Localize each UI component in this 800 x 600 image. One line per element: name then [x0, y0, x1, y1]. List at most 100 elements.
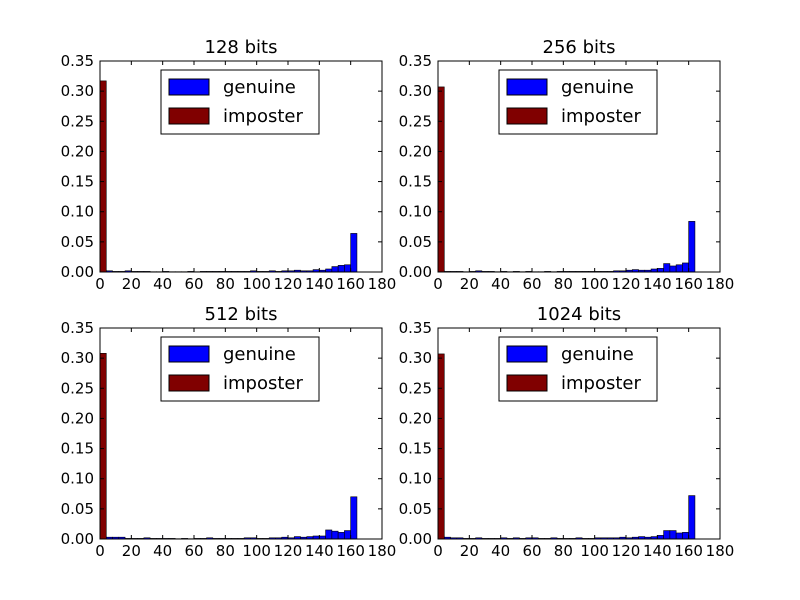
- y-tick-label: 0.00: [61, 530, 94, 548]
- x-tick-label: 40: [491, 542, 510, 560]
- axes-frame: [99, 327, 383, 540]
- series-genuine: [99, 496, 358, 540]
- x-tick-label: 180: [706, 275, 735, 293]
- bar-genuine: [331, 266, 339, 273]
- bar-imposter: [99, 80, 107, 273]
- y-tick-label: 0.15: [399, 173, 432, 191]
- x-tick-label: 180: [368, 542, 397, 560]
- y-tick-label: 0.10: [399, 203, 432, 221]
- y-tick-label: 0.30: [399, 82, 432, 100]
- x-tick-label: 40: [153, 275, 172, 293]
- subplot-4: 0 20 40 60 80 100 120 140 160 180 0.00 0.05 0.10 0.15…: [399, 304, 735, 560]
- x-tick-label: 80: [554, 542, 573, 560]
- subplot-title: 128 bits: [205, 37, 278, 58]
- legend-swatch-imposter: [506, 107, 548, 125]
- bar-genuine: [331, 530, 339, 540]
- x-tick-label: 140: [643, 275, 672, 293]
- bar-genuine: [350, 233, 358, 273]
- x-tick-label: 40: [491, 275, 510, 293]
- y-tick-label: 0.35: [61, 52, 94, 70]
- legend-label-imposter: imposter: [561, 373, 641, 394]
- x-tick-label: 160: [674, 542, 703, 560]
- x-tick-label: 160: [674, 275, 703, 293]
- bar-imposter: [437, 353, 445, 540]
- x-tick-label: 80: [554, 275, 573, 293]
- bar-genuine: [682, 532, 689, 540]
- y-tick-label: 0.30: [61, 82, 94, 100]
- y-tick-label: 0.25: [61, 379, 94, 397]
- x-tick-label: 100: [580, 275, 609, 293]
- bar-genuine: [682, 262, 689, 273]
- legend-swatch-imposter: [506, 374, 548, 392]
- x-tick-label: 180: [706, 542, 735, 560]
- legend-swatch-genuine: [168, 345, 210, 363]
- series-imposter: [99, 353, 107, 540]
- x-tick-label: 180: [368, 275, 397, 293]
- x-tick-label: 60: [522, 275, 541, 293]
- bar-genuine: [337, 265, 345, 273]
- bar-genuine: [350, 496, 358, 540]
- x-tick-label: 160: [336, 542, 365, 560]
- x-tick-label: 60: [522, 542, 541, 560]
- bar-genuine: [669, 530, 677, 540]
- y-tick-label: 0.30: [399, 349, 432, 367]
- x-tick-label: 20: [122, 542, 141, 560]
- y-tick-label: 0.20: [399, 409, 432, 427]
- subplot-3: 0 20 40 60 80 100 120 140 160 180 0.00 0.05 0.10 0.15…: [61, 304, 397, 560]
- x-tick-label: 60: [184, 275, 203, 293]
- y-tick-label: 0.20: [399, 142, 432, 160]
- x-tick-label: 140: [305, 542, 334, 560]
- x-tick-label: 120: [612, 275, 641, 293]
- x-tick-label: 20: [122, 275, 141, 293]
- y-tick-label: 0.05: [61, 500, 94, 518]
- legend-swatch-imposter: [168, 374, 210, 392]
- x-tick-label: 100: [580, 542, 609, 560]
- x-tick-label: 160: [336, 275, 365, 293]
- y-tick-label: 0.35: [61, 319, 94, 337]
- y-tick-label: 0.35: [399, 319, 432, 337]
- legend-swatch-genuine: [506, 78, 548, 96]
- x-tick-label: 0: [95, 275, 105, 293]
- series-genuine: [437, 495, 696, 540]
- bar-genuine: [663, 530, 671, 540]
- x-tick-label: 40: [153, 542, 172, 560]
- axes-frame: [99, 60, 383, 273]
- series-imposter: [99, 80, 107, 273]
- bar-genuine: [325, 529, 333, 540]
- legend-swatch-imposter: [168, 107, 210, 125]
- y-tick-label: 0.10: [61, 203, 94, 221]
- subplot-title: 1024 bits: [537, 304, 621, 325]
- subplot-title: 256 bits: [543, 37, 616, 58]
- y-tick-label: 0.15: [399, 440, 432, 458]
- series-imposter: [437, 353, 445, 540]
- series-genuine: [99, 233, 358, 273]
- legend-label-genuine: genuine: [561, 77, 634, 98]
- y-tick-label: 0.15: [61, 440, 94, 458]
- subplot-title: 512 bits: [205, 304, 278, 325]
- x-tick-label: 0: [95, 542, 105, 560]
- y-tick-label: 0.10: [399, 470, 432, 488]
- x-tick-label: 20: [460, 542, 479, 560]
- x-tick-label: 0: [433, 542, 443, 560]
- legend-swatch-genuine: [506, 345, 548, 363]
- bar-imposter: [99, 353, 107, 540]
- y-tick-label: 0.10: [61, 470, 94, 488]
- bar-genuine: [688, 221, 696, 273]
- legend-label-genuine: genuine: [223, 77, 296, 98]
- legend-label-genuine: genuine: [561, 344, 634, 365]
- y-tick-label: 0.35: [399, 52, 432, 70]
- legend: genuine imposter: [160, 336, 320, 402]
- subplot-2: 0 20 40 60 80 100 120 140 160 180 0.00 0.05 0.10 0.15…: [399, 37, 735, 293]
- x-tick-label: 120: [274, 275, 303, 293]
- x-tick-label: 0: [433, 275, 443, 293]
- x-tick-label: 20: [460, 275, 479, 293]
- y-tick-label: 0.25: [399, 379, 432, 397]
- y-tick-label: 0.20: [61, 409, 94, 427]
- y-tick-label: 0.15: [61, 173, 94, 191]
- bar-genuine: [657, 268, 664, 273]
- x-tick-label: 60: [184, 542, 203, 560]
- y-tick-label: 0.20: [61, 142, 94, 160]
- y-tick-label: 0.30: [61, 349, 94, 367]
- bar-imposter: [437, 86, 445, 273]
